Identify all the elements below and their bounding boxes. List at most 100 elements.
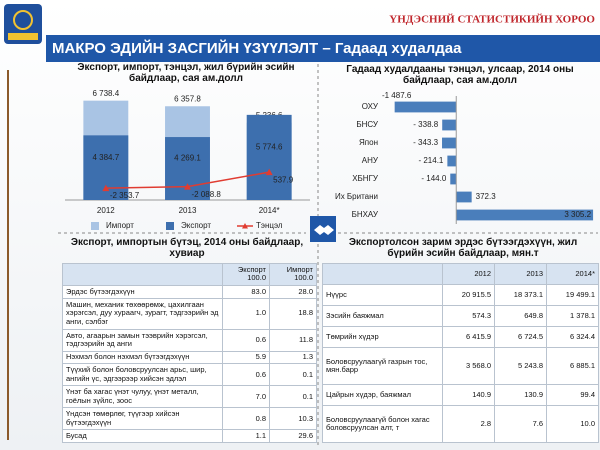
page-title: МАКРО ЭДИЙН ЗАСГИЙН ҮЗҮҮЛЭЛТ – Гадаад ху… (52, 39, 462, 57)
table-title: Экспорт, импортын бүтэц, 2014 оны байдла… (70, 237, 304, 259)
value-cell: 1.1 (222, 429, 270, 443)
value-label: -2 088.8 (192, 190, 222, 199)
table-row: Нэхмэл болон нэхмэл бүтээгдэхүүн 5.9 1.3 (62, 350, 317, 365)
bar (447, 155, 457, 167)
value-label: 6 357.8 (174, 94, 201, 103)
value-cell: 11.8 (269, 328, 317, 352)
header-cell: 2013 (494, 262, 547, 286)
handshake (314, 225, 334, 235)
row-label: Түүхий болон боловсруулсан арьс, шир, ан… (62, 363, 223, 387)
value-cell: 6 724.5 (494, 326, 547, 349)
header-cell (62, 263, 223, 286)
value-label: 6 738.4 (92, 89, 119, 98)
y-tick-label: ХБНГУ (352, 174, 379, 183)
table-row: Авто, агаарын замын тээврийн хэрэгсэл, т… (62, 328, 317, 352)
value-label: - 343.3 (413, 138, 438, 147)
bar (394, 101, 457, 113)
value-label: 4 269.1 (174, 154, 201, 163)
chart-title: Гадаад худалдааны тэнцэл, улсаар, 2014 о… (346, 64, 574, 86)
value-label: -1 487.6 (382, 91, 412, 100)
value-label: - 338.8 (413, 120, 438, 129)
row-label: Нүүрс (322, 284, 443, 307)
table-row: Машин, механик төхөөрөмж, цахилгаан хэрэ… (62, 297, 317, 330)
bar (442, 137, 457, 149)
value-cell: 2.8 (442, 405, 495, 443)
legend-swatch (91, 222, 99, 230)
value-cell: 6 885.1 (546, 347, 599, 386)
x-tick-label: 2013 (179, 206, 197, 215)
value-cell: 5.9 (222, 350, 270, 365)
balance-marker (265, 168, 273, 176)
title-bar (46, 35, 600, 62)
value-cell: 574.3 (442, 305, 495, 328)
table-row: Түүхий болон боловсруулсан арьс, шир, ан… (62, 363, 317, 387)
logo-emblem (13, 10, 33, 30)
table-row: Үнэт ба хагас үнэт чулуу, үнэт металл, г… (62, 385, 317, 409)
value-cell: 0.8 (222, 407, 270, 431)
table-title: Экспортолсон зарим эрдэс бүтээгдэхүүн, ж… (348, 237, 578, 259)
value-cell: 3 568.0 (442, 347, 495, 386)
row-label: Боловсруулаагүй болон хагас боловсруулса… (322, 405, 443, 443)
value-label: - 214.1 (418, 156, 443, 165)
y-tick-label: АНУ (362, 156, 379, 165)
value-label: 5 774.6 (256, 143, 283, 152)
value-cell: 20 915.5 (442, 284, 495, 307)
column-name: Экспорт (237, 264, 266, 274)
value-cell: 5 243.8 (494, 347, 547, 386)
bar (456, 191, 472, 203)
logo-band (8, 33, 38, 40)
legend-label: Экспорт (181, 221, 211, 230)
table-row: Үндсэн төмөрлөг, түүгээр хийсэн бүтээгдэ… (62, 407, 317, 431)
row-label: Бусад (62, 429, 223, 443)
value-cell: 19 499.1 (546, 284, 599, 307)
value-cell: 99.4 (546, 384, 599, 407)
legend-swatch (242, 223, 248, 229)
chart-title: Экспорт, импорт, тэнцэл, жил бүрийн эсий… (77, 62, 295, 84)
value-cell: 1.3 (269, 350, 317, 365)
header-cell: Экспорт 100.0 (222, 263, 270, 286)
row-label: Машин, механик төхөөрөмж, цахилгаан хэрэ… (62, 297, 223, 330)
legend-swatch (166, 222, 174, 230)
table-row: Төмрийн хүдэр 6 415.9 6 724.5 6 324.4 (322, 326, 599, 349)
column-total: 100.0 (247, 273, 266, 283)
value-cell: 6 324.4 (546, 326, 599, 349)
y-tick-label: БНХАУ (352, 210, 379, 219)
column-name: Импорт (286, 264, 313, 274)
value-cell: 140.9 (442, 384, 495, 407)
data-table: 2012 2013 2014* Нүүрс 20 915.5 18 373.1 19 499… (322, 262, 599, 443)
header-cell: 2012 (442, 262, 495, 286)
table-row: Эрдэс бүтээгдэхүүн 83.0 28.0 (62, 284, 317, 299)
value-cell: 0.6 (222, 328, 270, 352)
row-label: Үндсэн төмөрлөг, түүгээр хийсэн бүтээгдэ… (62, 407, 223, 431)
row-label: Төмрийн хүдэр (322, 326, 443, 349)
y-tick-label: Япон (359, 138, 378, 147)
value-cell: 0.1 (269, 363, 317, 387)
x-tick-label: 2014* (259, 206, 280, 215)
value-label: - 144.0 (421, 174, 446, 183)
value-cell: 1 378.1 (546, 305, 599, 328)
value-label: 537.9 (273, 175, 294, 184)
value-cell: 28.0 (269, 284, 317, 299)
row-label: Үнэт ба хагас үнэт чулуу, үнэт металл, г… (62, 385, 223, 409)
value-label: -2 353.7 (110, 191, 140, 200)
value-cell: 10.0 (546, 405, 599, 443)
header-cell: 2014* (546, 262, 599, 286)
value-cell: 7.6 (494, 405, 547, 443)
data-table: Экспорт 100.0 Импорт 100.0 Эрдэс бүтээгдэхүү… (62, 263, 317, 443)
legend-label: Импорт (106, 221, 134, 230)
column-total: 100.0 (294, 273, 313, 283)
table-row: Цайрын хүдэр, баяжмал 140.9 130.9 99.4 (322, 384, 599, 407)
value-cell: 7.0 (222, 385, 270, 409)
value-label: 3 305.2 (564, 210, 591, 219)
y-tick-label: ОХУ (362, 102, 379, 111)
value-cell: 0.1 (269, 385, 317, 409)
org-name: ҮНДЭСНИЙ СТАТИСТИКИЙН ХОРОО (389, 14, 595, 26)
value-label: 372.3 (476, 192, 497, 201)
value-cell: 10.3 (269, 407, 317, 431)
table-row: Нүүрс 20 915.5 18 373.1 19 499.1 (322, 284, 599, 307)
bar (442, 119, 457, 131)
value-cell: 18 373.1 (494, 284, 547, 307)
bar (456, 209, 594, 221)
x-tick-label: 2012 (97, 206, 115, 215)
